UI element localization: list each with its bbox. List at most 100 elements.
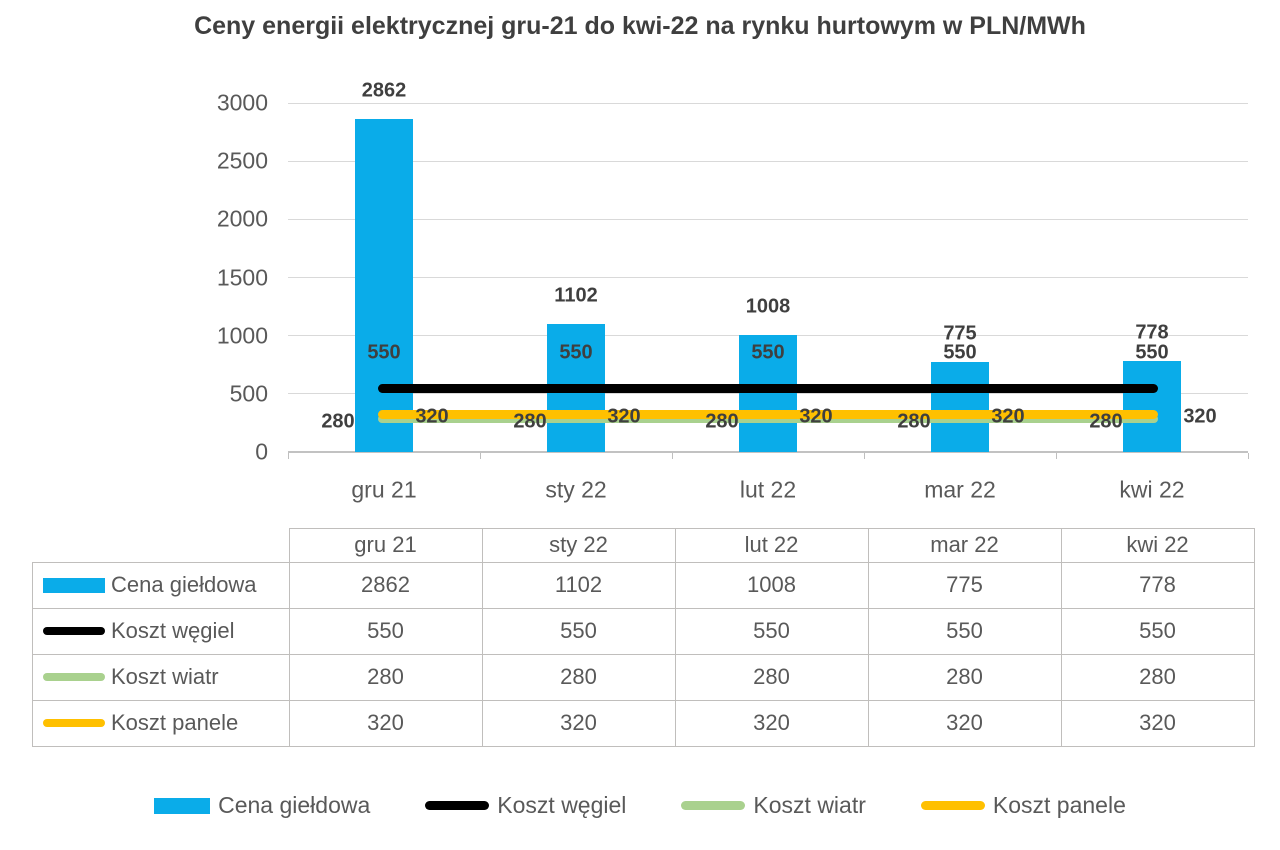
series-name-label: Koszt węgiel: [111, 618, 235, 643]
x-axis-line: [288, 451, 1248, 453]
line-data-label: 550: [943, 341, 977, 364]
line-data-label: 320: [415, 405, 449, 428]
y-axis-tick-label: 1000: [216, 322, 268, 349]
table-value-cell: 550: [1060, 607, 1255, 655]
line-data-label: 320: [991, 405, 1025, 428]
table-row-header: Koszt wiatr: [32, 653, 290, 701]
table-value-cell: 320: [1060, 699, 1255, 747]
line-data-label: 550: [367, 341, 401, 364]
table-row-header: Cena giełdowa: [32, 561, 290, 609]
x-axis-label: lut 22: [739, 476, 797, 503]
y-axis-tick-label: 3000: [216, 89, 268, 116]
x-axis-tick: [1056, 453, 1057, 459]
table-value-cell: 320: [288, 699, 483, 747]
table-column-header: mar 22: [867, 528, 1062, 563]
bar-swatch-icon: [43, 577, 105, 593]
bar-mar-22: [931, 361, 989, 452]
x-axis-tick: [480, 453, 481, 459]
table-value-cell: 550: [674, 607, 869, 655]
line-swatch-icon: [425, 801, 490, 810]
line-data-label: 280: [897, 410, 931, 433]
x-axis-tick: [1248, 453, 1249, 459]
line-data-label: 550: [751, 341, 785, 364]
table-value-cell: 280: [481, 653, 676, 701]
table-value-cell: 320: [481, 699, 676, 747]
series-name-label: Cena giełdowa: [111, 572, 257, 597]
y-gridline: [288, 277, 1248, 278]
table-row: Cena giełdowa 2862 1102 1008 775 778: [32, 561, 1255, 609]
bar-gru-21: [355, 119, 413, 452]
x-axis-label: sty 22: [545, 476, 607, 503]
legend-label: Koszt wiatr: [753, 792, 866, 818]
line-data-label: 280: [1089, 410, 1123, 433]
series-line-3: [378, 410, 1158, 420]
y-axis-tick-label: 500: [229, 380, 268, 407]
table-value-cell: 280: [674, 653, 869, 701]
x-axis-tick: [672, 453, 673, 459]
x-axis-label: gru 21: [351, 476, 417, 503]
y-gridline: [288, 160, 1248, 162]
y-gridline: [288, 218, 1248, 220]
table-value-cell: 550: [867, 607, 1062, 655]
table-row-header: Koszt węgiel: [32, 607, 290, 655]
bar-lut-22: [739, 334, 797, 452]
line-swatch-icon: [43, 673, 105, 681]
bar-data-label: 1008: [745, 295, 791, 318]
table-value-cell: 1102: [481, 561, 676, 609]
legend-item: Koszt węgiel: [425, 792, 626, 819]
y-axis-tick-label: 2500: [216, 147, 268, 174]
bar-data-label: 2862: [361, 79, 407, 102]
table-value-cell: 778: [1060, 561, 1255, 609]
bar-swatch-icon: [154, 797, 211, 814]
table-column-header: sty 22: [481, 528, 676, 563]
line-data-label: 280: [513, 410, 547, 433]
table-value-cell: 320: [674, 699, 869, 747]
chart-legend: Cena giełdowa Koszt węgiel Koszt wiatr Kosz…: [0, 792, 1280, 819]
legend-label: Koszt panele: [992, 792, 1126, 818]
line-data-label: 550: [1135, 341, 1169, 364]
table-value-cell: 550: [288, 607, 483, 655]
line-data-label: 320: [1183, 405, 1217, 428]
table-column-header: lut 22: [674, 528, 869, 563]
table-column-header: kwi 22: [1060, 528, 1255, 563]
legend-label: Cena giełdowa: [218, 792, 371, 818]
x-axis-label: mar 22: [924, 476, 996, 503]
y-axis-tick-label: 1500: [216, 264, 268, 290]
line-data-label: 280: [705, 410, 739, 433]
bar-kwi-22: [1123, 361, 1181, 452]
table-row: Koszt węgiel 550 550 550 550 550: [32, 607, 1255, 655]
bar-data-label: 775: [943, 322, 977, 345]
x-axis-tick: [864, 453, 865, 459]
y-axis-tick-label: 2000: [216, 205, 268, 232]
line-swatch-icon: [920, 801, 985, 810]
series-name-label: Koszt panele: [111, 710, 239, 735]
line-swatch-icon: [681, 801, 746, 810]
x-axis-label: kwi 22: [1119, 476, 1185, 503]
line-data-label: 550: [559, 341, 593, 364]
table-row-header: Koszt panele: [32, 699, 290, 747]
series-line-1: [378, 383, 1158, 393]
table-header-row: gru 21 sty 22 lut 22 mar 22 kwi 22: [32, 528, 1255, 563]
table-row: Koszt panele 320 320 320 320 320: [32, 699, 1255, 747]
table-value-cell: 280: [867, 653, 1062, 701]
legend-item: Koszt panele: [920, 792, 1126, 819]
table-value-cell: 2862: [288, 561, 483, 609]
x-axis-tick: [288, 453, 289, 459]
table-value-cell: 280: [1060, 653, 1255, 701]
y-gridline: [288, 102, 1248, 104]
line-data-label: 320: [799, 405, 833, 428]
line-data-label: 320: [607, 405, 641, 428]
table-value-cell: 320: [867, 699, 1062, 747]
table-value-cell: 775: [867, 561, 1062, 609]
legend-item: Koszt wiatr: [681, 792, 866, 819]
chart-title: Ceny energii elektrycznej gru-21 do kwi-…: [194, 12, 1086, 40]
line-swatch-icon: [43, 627, 105, 635]
bar-data-label: 778: [1135, 321, 1169, 344]
table-row: Koszt wiatr 280 280 280 280 280: [32, 653, 1255, 701]
series-name-label: Koszt wiatr: [111, 664, 219, 689]
legend-item: Cena giełdowa: [154, 792, 370, 819]
line-swatch-icon: [43, 719, 105, 727]
table-column-header: gru 21: [288, 528, 483, 563]
table-value-cell: 550: [481, 607, 676, 655]
